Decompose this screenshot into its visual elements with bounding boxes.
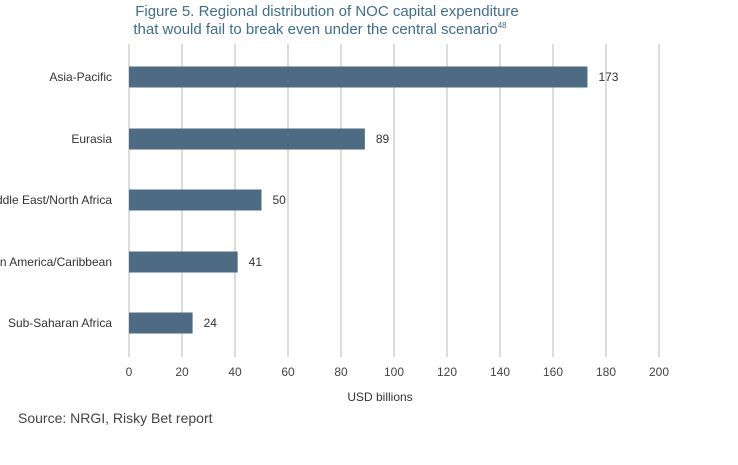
- gridlines: [128, 44, 660, 357]
- x-tick-label: 200: [649, 365, 669, 379]
- value-label: 50: [273, 193, 287, 207]
- bar-sub-saharan-africa: [129, 312, 193, 334]
- value-label: 41: [249, 255, 263, 269]
- category-label: Middle East/North Africa: [0, 193, 112, 207]
- value-label: 173: [598, 70, 618, 84]
- x-tick-label: 100: [384, 365, 404, 379]
- chart-title-line-2: that would fail to break even under the …: [133, 21, 507, 38]
- x-tick-label: 160: [543, 365, 563, 379]
- category-label: Asia-Pacific: [49, 70, 112, 84]
- chart-title-line-1: Figure 5. Regional distribution of NOC c…: [135, 3, 519, 20]
- x-tick-label: 40: [228, 365, 242, 379]
- x-tick-label: 180: [596, 365, 616, 379]
- source-note: Source: NRGI, Risky Bet report: [18, 410, 213, 426]
- x-tick-label: 0: [126, 365, 133, 379]
- chart-title-line-2-text: that would fail to break even under the …: [133, 21, 497, 38]
- category-label: Sub-Saharan Africa: [8, 316, 112, 330]
- x-tick-label: 60: [281, 365, 295, 379]
- bar-middle-east-north-africa: [129, 189, 262, 211]
- bars: [129, 66, 588, 334]
- labels: 0 20 40 60 80 100 120 140 160 180 200 Asia-Pacific 1…: [0, 70, 669, 379]
- category-label: Eurasia: [71, 132, 112, 146]
- bar-latin-america-caribbean: [129, 251, 238, 273]
- category-label: Latin America/Caribbean: [0, 255, 112, 269]
- x-tick-label: 20: [175, 365, 189, 379]
- bar-asia-pacific: [129, 66, 588, 88]
- bar-eurasia: [129, 128, 365, 150]
- x-tick-label: 140: [490, 365, 510, 379]
- value-label: 89: [376, 132, 390, 146]
- x-tick-label: 80: [334, 365, 348, 379]
- value-label: 24: [204, 316, 218, 330]
- chart-title-superscript: 48: [498, 21, 507, 30]
- x-axis-title: USD billions: [347, 390, 412, 404]
- x-tick-label: 120: [437, 365, 457, 379]
